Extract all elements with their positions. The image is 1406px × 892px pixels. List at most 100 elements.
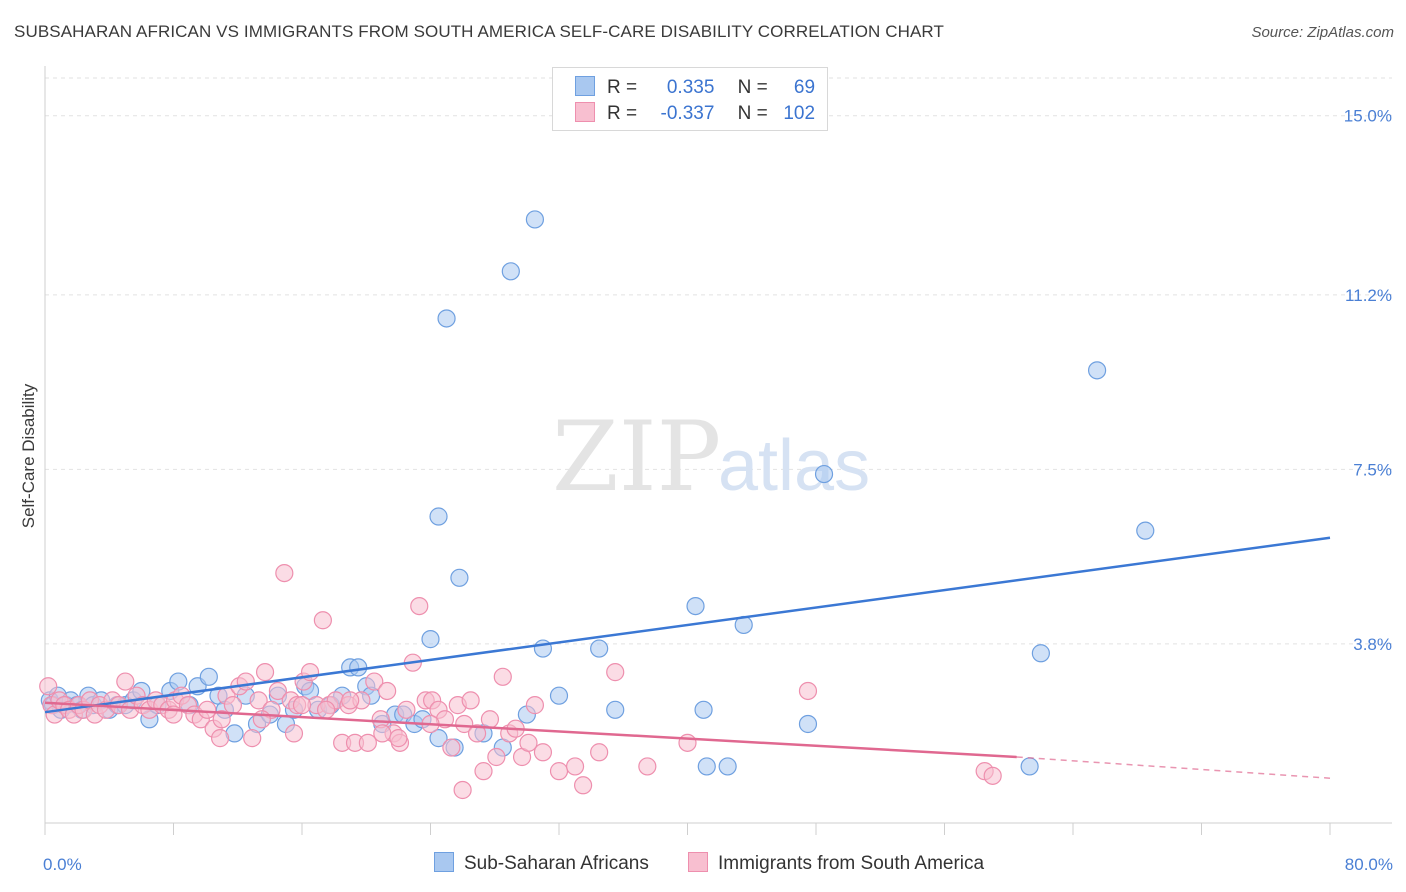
x-tick-labels: 0.0% 80.0% (43, 855, 1393, 874)
data-point (606, 700, 625, 719)
legend-swatch-pink (688, 852, 708, 872)
y-axis-label: Self-Care Disability (19, 383, 38, 528)
data-point (275, 563, 294, 583)
n-value: 102 (783, 103, 816, 124)
n-label: N = (737, 103, 768, 124)
data-point (365, 672, 384, 691)
data-point (199, 667, 218, 686)
data-point (397, 700, 416, 719)
data-point (798, 681, 818, 701)
data-point (212, 710, 231, 729)
data-point (292, 696, 312, 715)
data-point (313, 611, 332, 630)
y-tick-labels: 3.8% 7.5% 11.2% 15.0% (1344, 107, 1392, 654)
trend-line-subsaharan (44, 536, 1331, 714)
n-label: N = (737, 77, 768, 98)
data-point (284, 724, 304, 743)
data-point (487, 747, 506, 767)
data-point (410, 597, 429, 616)
data-point (638, 757, 657, 776)
legend-swatch-pink (575, 102, 595, 122)
data-point (549, 686, 569, 705)
data-point (429, 729, 448, 748)
data-point (697, 757, 716, 776)
data-point (525, 210, 545, 229)
x-tick-label: 0.0% (43, 855, 82, 874)
data-point (450, 568, 469, 587)
x-tick-label: 80.0% (1345, 855, 1393, 874)
data-point (223, 696, 243, 715)
y-tick-label: 3.8% (1353, 635, 1392, 654)
watermark-zip: ZIP (552, 401, 721, 513)
data-point (255, 663, 275, 682)
data-point (573, 776, 593, 795)
data-point (474, 762, 493, 781)
data-point (549, 762, 569, 781)
data-point (341, 691, 360, 710)
data-point (606, 663, 625, 682)
r-value: -0.337 (660, 103, 715, 124)
data-point (533, 743, 553, 762)
data-point (210, 729, 230, 748)
data-point (798, 714, 818, 734)
y-tick-label: 7.5% (1353, 460, 1392, 479)
data-point (373, 724, 392, 743)
data-point (437, 309, 456, 328)
data-point (461, 691, 480, 710)
data-point (590, 639, 609, 658)
data-point (389, 729, 408, 748)
watermark: ZIP atlas (552, 401, 870, 513)
data-point (467, 724, 487, 743)
y-tick-label: 15.0% (1344, 107, 1392, 126)
data-point (1087, 361, 1107, 380)
trend-line-extension (1016, 756, 1331, 779)
data-point (519, 733, 538, 752)
data-point (268, 681, 288, 701)
y-tick-label: 11.2% (1345, 286, 1392, 305)
data-point (198, 700, 217, 719)
data-point (316, 700, 336, 719)
data-point (421, 630, 440, 649)
source-label: Source: ZipAtlas.com (1251, 24, 1394, 41)
data-point (358, 733, 377, 752)
correlation-legend: R = 0.335 N = 69 R = -0.337 N = 102 (552, 67, 828, 131)
chart-title: SUBSAHARAN AFRICAN VS IMMIGRANTS FROM SO… (14, 22, 944, 41)
data-point (480, 710, 500, 729)
data-point (686, 597, 705, 616)
data-point (442, 738, 461, 757)
data-point (378, 681, 397, 701)
data-point (249, 691, 268, 710)
data-point (590, 743, 609, 762)
legend-swatch-blue (575, 76, 595, 96)
legend-swatch-blue (434, 852, 454, 872)
data-point (243, 729, 262, 748)
legend-label: Sub-Saharan Africans (464, 853, 649, 874)
data-point (1031, 644, 1050, 663)
data-point (565, 757, 585, 776)
data-point (455, 714, 474, 734)
data-point (493, 667, 512, 686)
data-point (694, 700, 713, 719)
data-point (983, 766, 1002, 785)
data-point (1020, 757, 1039, 776)
legend-row-blue: R = 0.335 N = 69 (575, 76, 815, 102)
data-point (678, 733, 697, 752)
legend-label: Immigrants from South America (718, 853, 985, 874)
r-label: R = (607, 77, 638, 98)
data-point (718, 757, 737, 776)
legend-row-pink: R = -0.337 N = 102 (575, 102, 815, 128)
r-label: R = (607, 103, 638, 124)
data-point (116, 672, 135, 691)
data-point (39, 677, 58, 696)
grid-lines (45, 77, 1392, 645)
watermark-atlas: atlas (718, 426, 870, 506)
r-value: 0.335 (666, 77, 715, 98)
data-point (501, 262, 520, 281)
legend-item-subsaharan: Sub-Saharan Africans (434, 852, 649, 878)
legend-item-south-america: Immigrants from South America (688, 852, 984, 878)
data-point (429, 507, 448, 526)
data-point (525, 696, 545, 715)
data-point (236, 672, 255, 691)
trend-lines (44, 536, 1331, 779)
